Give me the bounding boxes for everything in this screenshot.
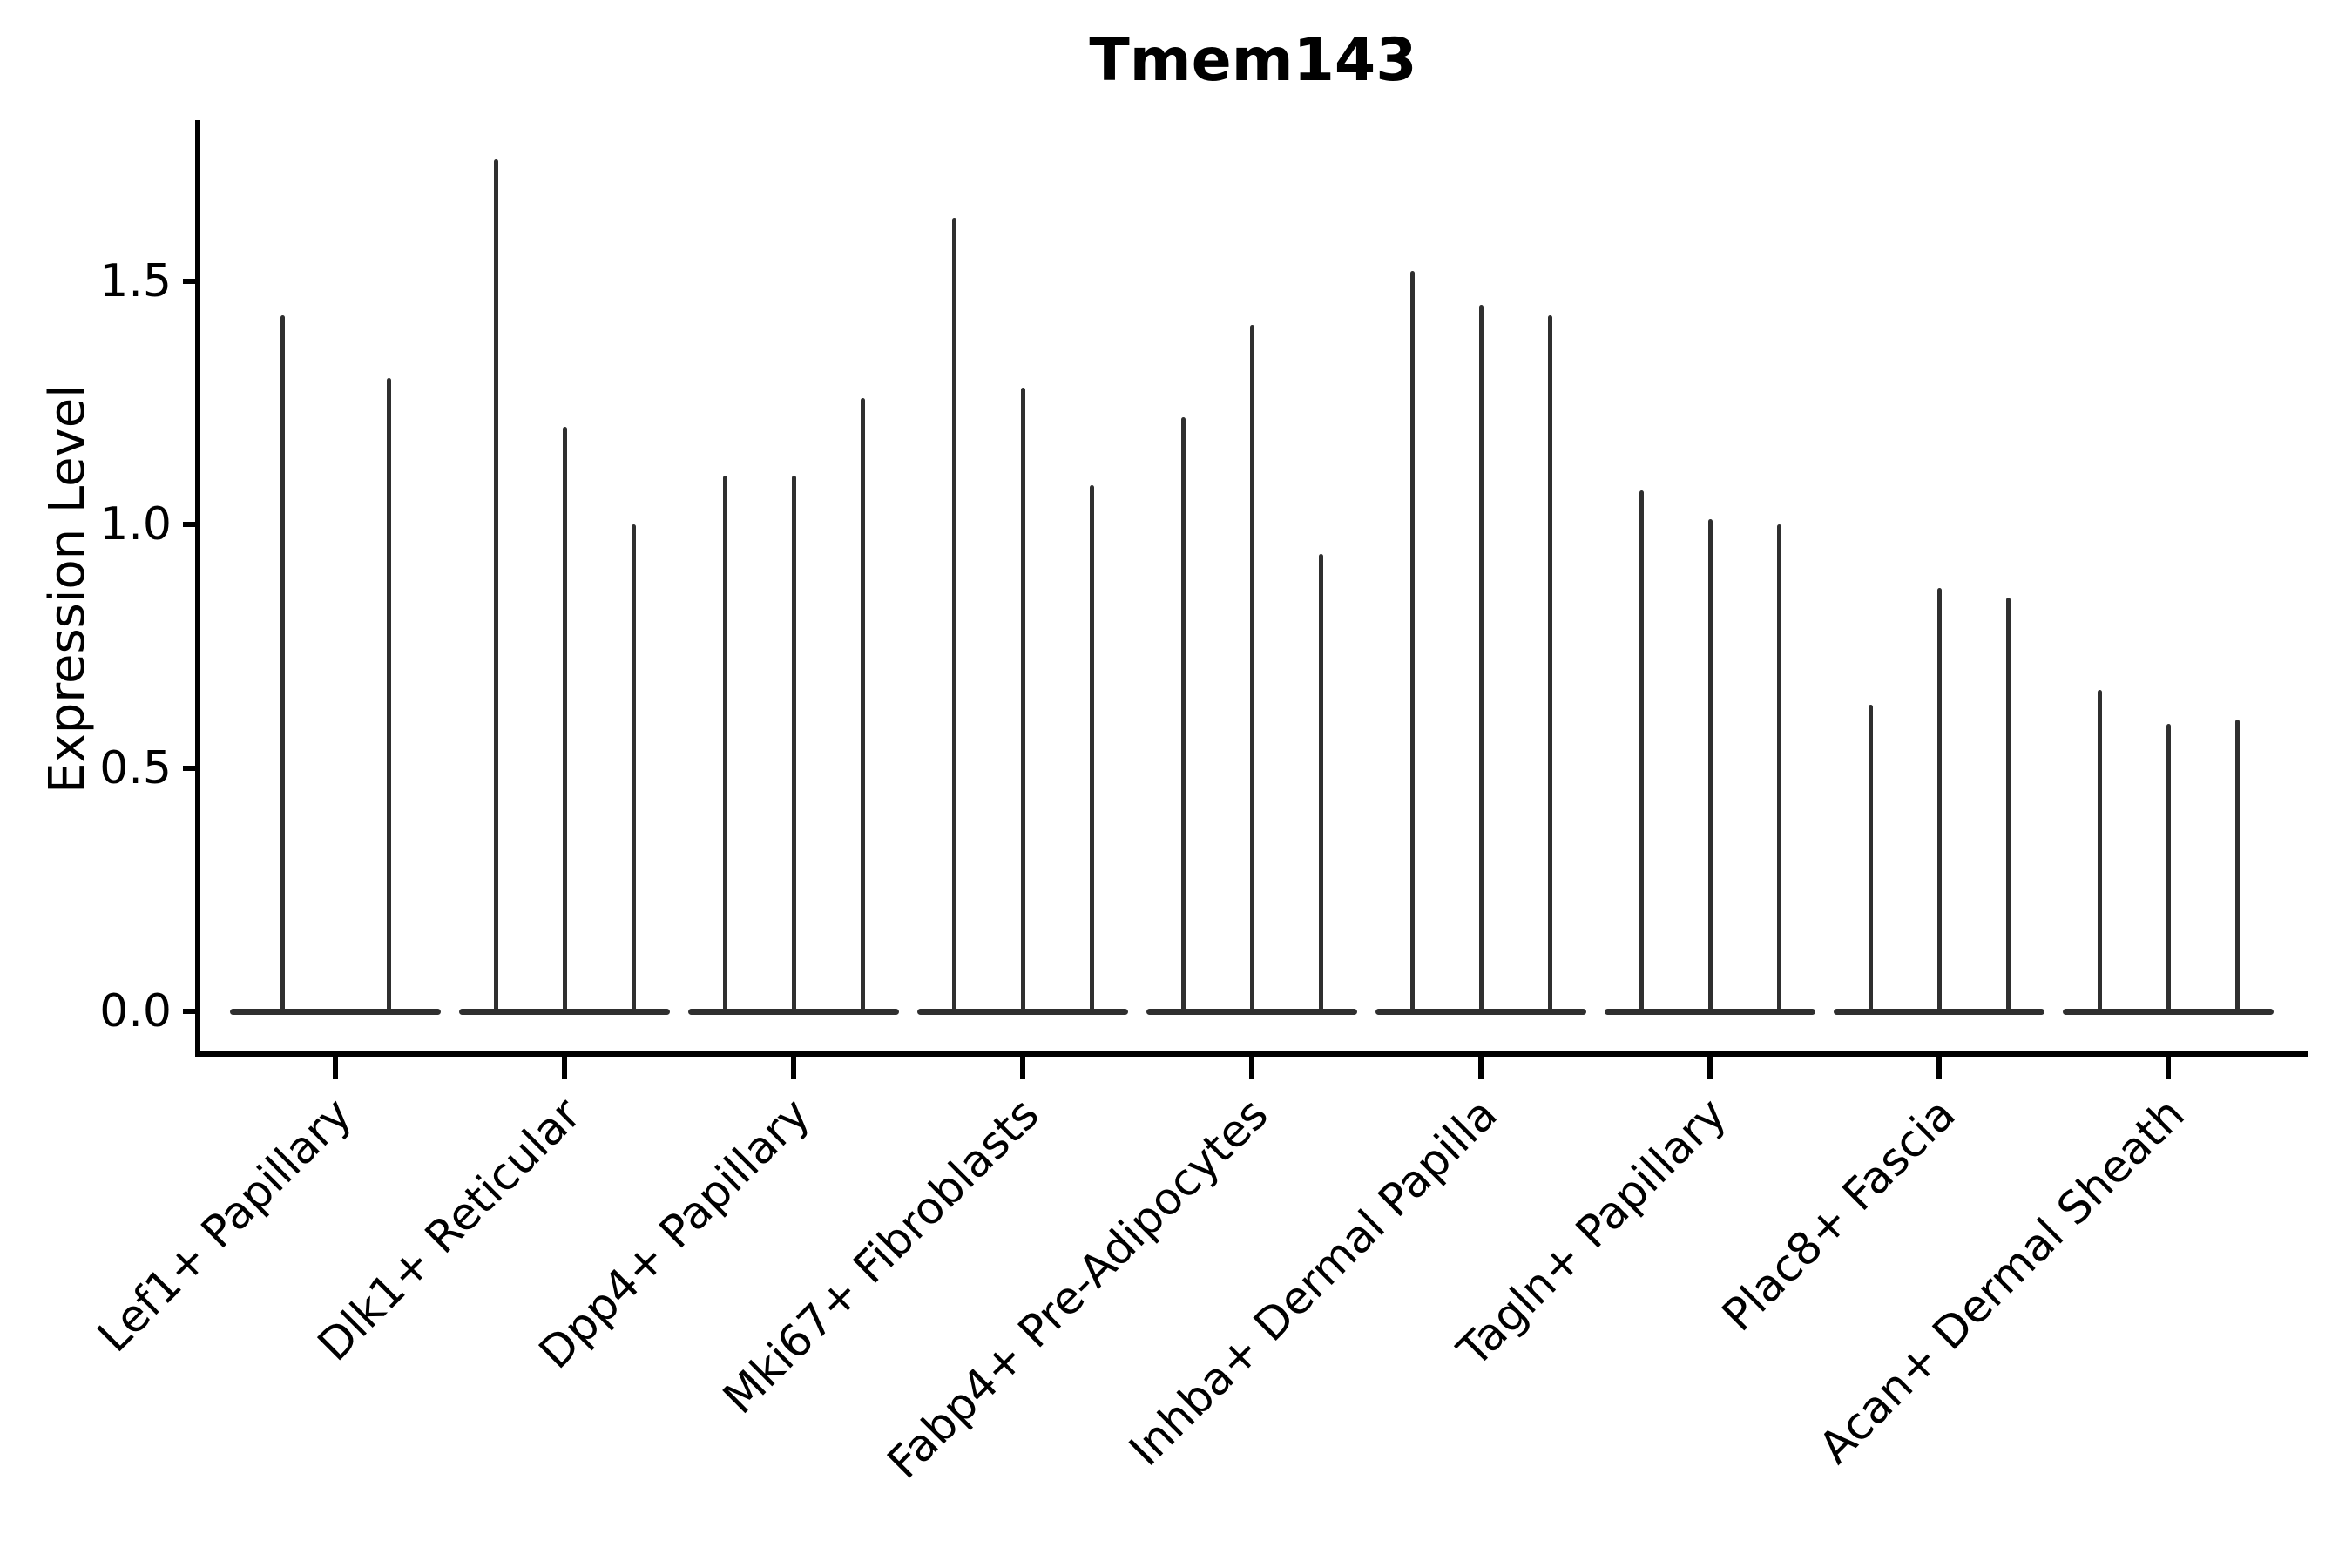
y-tick-mark (183, 765, 195, 771)
y-tick-mark (183, 1009, 195, 1014)
x-tick-label-4: Mki67+ Fibroblasts (713, 1088, 1050, 1424)
y-tick-label: 0.5 (99, 741, 172, 794)
violin (1409, 271, 1415, 1011)
y-axis-label: Expression Level (39, 384, 96, 794)
violin (2005, 597, 2011, 1011)
violin (722, 476, 727, 1011)
x-tick-label-1: Lef1+ Papillary (88, 1088, 362, 1362)
violin (1776, 524, 1781, 1011)
y-tick-label: 0.0 (99, 985, 172, 1037)
x-tick-mark (1936, 1057, 1942, 1079)
x-tick-label-6: Inhba+ Dermal Papilla (1119, 1088, 1508, 1477)
x-tick-mark (1249, 1057, 1254, 1079)
x-tick-mark (1020, 1057, 1025, 1079)
violin (1318, 553, 1323, 1011)
violin (1547, 314, 1552, 1011)
x-tick-mark (1707, 1057, 1713, 1079)
y-tick-label: 1.5 (99, 254, 172, 308)
y-axis-spine (195, 120, 200, 1057)
x-tick-label-5: Fabp4+ Pre-Adipocytes (878, 1088, 1279, 1490)
violin-base (2063, 1008, 2274, 1015)
x-tick-mark (791, 1057, 796, 1079)
violin-base (688, 1008, 899, 1015)
violin (2097, 690, 2102, 1011)
x-tick-label-8: Plac8+ Fascia (1713, 1088, 1966, 1342)
violin (951, 217, 956, 1011)
y-tick-mark (183, 278, 195, 284)
x-tick-label-2: Dlk1+ Reticular (308, 1088, 591, 1372)
y-tick-label: 1.0 (99, 498, 172, 551)
violin-base (1146, 1008, 1357, 1015)
violin (1936, 587, 1942, 1011)
violin (1868, 704, 1873, 1011)
x-tick-mark (1478, 1057, 1484, 1079)
violin (1089, 485, 1094, 1011)
violin-base (230, 1008, 441, 1015)
violin (2234, 719, 2240, 1011)
x-tick-mark (2166, 1057, 2171, 1079)
x-tick-label-7: Tagln+ Papillary (1448, 1088, 1737, 1377)
violin (2166, 724, 2171, 1011)
y-tick-mark (183, 522, 195, 527)
chart-title: Tmem143 (1089, 26, 1417, 95)
x-tick-label-9: Acan+ Dermal Sheath (1809, 1088, 2195, 1474)
violin (1249, 324, 1254, 1011)
x-axis-spine (195, 1051, 2308, 1057)
violin (493, 159, 498, 1011)
violin (562, 427, 567, 1011)
violin (1478, 305, 1484, 1011)
violin-base (917, 1008, 1128, 1015)
violin (791, 476, 796, 1011)
x-tick-mark (333, 1057, 338, 1079)
violin (1707, 519, 1713, 1011)
x-tick-mark (562, 1057, 567, 1079)
violin (1020, 388, 1025, 1011)
violin (1639, 490, 1644, 1011)
violin (860, 397, 865, 1011)
violin (280, 314, 285, 1011)
violin-base (1375, 1008, 1586, 1015)
violin-base (1605, 1008, 1815, 1015)
violin (386, 378, 391, 1011)
x-tick-label-3: Dpp4+ Papillary (530, 1088, 821, 1380)
violin (1180, 417, 1186, 1011)
violin-base (459, 1008, 670, 1015)
violin (631, 524, 636, 1011)
violin-base (1834, 1008, 2044, 1015)
